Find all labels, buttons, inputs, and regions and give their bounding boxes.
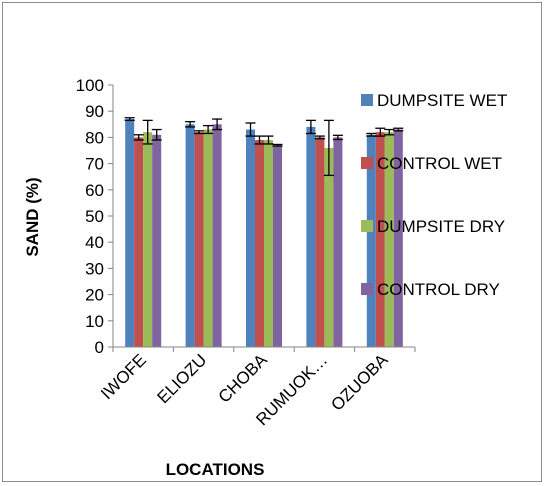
bar-control-dry [212,124,222,347]
y-tick-label: 90 [85,102,104,121]
sand-bar-chart: 0 10 20 30 40 50 60 70 80 90 100 IWOFE ELIOZU CHOBAR… [23,76,507,479]
bar-dumpsite-wet [246,129,255,347]
error-bars-group [124,117,404,177]
bar-dumpsite-wet [185,124,195,347]
x-category-label: OZUOBA [327,350,392,415]
chart-frame: 0 10 20 30 40 50 60 70 80 90 100 IWOFE ELIOZU CHOBA R… [2,2,542,482]
bar-control-wet [194,132,204,347]
y-axis-ticks: 0 10 20 30 40 50 60 70 80 90 100 [76,76,113,357]
bar-control-wet [255,140,264,347]
y-tick-label: 10 [85,312,104,331]
legend: DUMPSITE WET CONTROL WET DUMPSITE DRY CONTR… [361,91,507,299]
y-axis-title: SAND (%) [23,177,42,256]
y-tick-label: 60 [85,181,104,200]
legend-label: CONTROL DRY [377,280,500,299]
bar-dumpsite-dry [324,147,334,347]
legend-swatch [361,283,373,295]
bar-dumpsite-dry [143,132,153,347]
x-category-label: IWOFE [97,350,150,403]
bar-series-group [125,119,403,347]
x-category-label: ELIOZU [154,350,211,407]
bar-dumpsite-wet [366,134,376,347]
y-tick-label: 40 [85,233,104,252]
bar-control-dry [393,129,403,347]
x-category-label: CHOBA [215,350,272,407]
y-tick-label: 30 [85,259,104,278]
bar-dumpsite-wet [306,126,316,347]
bar-control-wet [315,137,325,347]
legend-swatch [361,157,373,169]
bar-control-wet [375,132,385,347]
bar-control-dry [273,145,282,347]
bar-control-dry [152,134,162,347]
bar-dumpsite-wet [125,119,135,347]
y-tick-label: 50 [85,207,104,226]
bar-control-wet [134,137,144,347]
bar-dumpsite-dry [264,140,273,347]
x-axis-title: LOCATIONS [166,460,265,479]
legend-swatch [361,94,373,106]
y-tick-label: 100 [76,76,104,95]
y-tick-label: 70 [85,155,104,174]
bar-control-dry [333,137,343,347]
axes-group [112,85,416,352]
y-tick-label: 20 [85,286,104,305]
y-tick-label: 80 [85,128,104,147]
y-tick-label: 0 [95,338,104,357]
legend-label: DUMPSITE WET [377,91,507,110]
legend-swatch [361,220,373,232]
bar-dumpsite-dry [203,129,213,347]
bar-dumpsite-dry [384,132,394,347]
legend-label: CONTROL WET [377,154,502,173]
legend-label: DUMPSITE DRY [377,217,505,236]
